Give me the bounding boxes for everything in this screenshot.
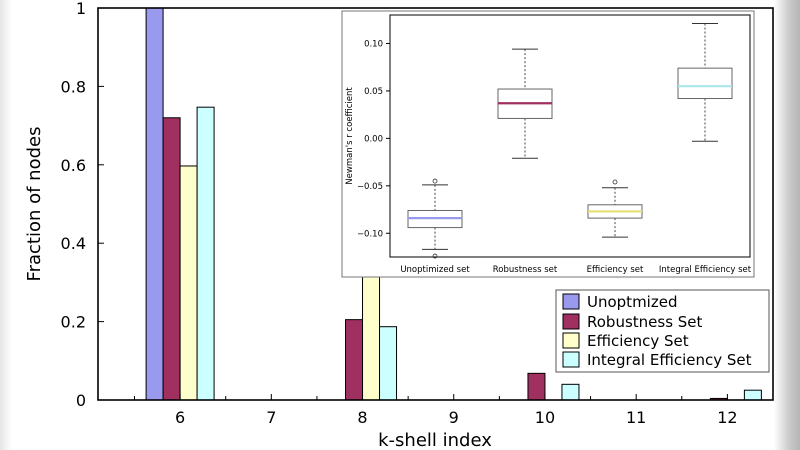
- box-unoptimized-set: [407, 178, 463, 259]
- inset-boxes: [407, 23, 733, 259]
- inset-chart: −0.10 −0.05 0.00 0.05 0.10 Unoptimized set Ro…: [341, 10, 755, 278]
- x-tick-label: 8: [357, 408, 367, 427]
- y-tick-label: 0.4: [61, 234, 86, 253]
- inset-x-tick-label: Robustness set: [493, 265, 558, 275]
- inset-y-tick-label: 0.05: [364, 87, 383, 97]
- main-plot-frame: [97, 7, 774, 401]
- inset-y-axis-label: Newman's r coefficient: [345, 87, 355, 185]
- x-tick-label: 7: [266, 408, 276, 427]
- inset-y-tick-label: −0.10: [357, 229, 383, 239]
- box-outlier: [432, 253, 438, 259]
- box-outlier: [432, 178, 438, 184]
- inset-y-tick-label: 0.00: [364, 134, 383, 144]
- box-iqr: [677, 67, 733, 100]
- bar-unoptmized-k6: [145, 7, 164, 401]
- box-integral-efficiency-set: [677, 23, 733, 142]
- inset-frame: [341, 10, 755, 278]
- legend-label-efficiency-set: Efficiency Set: [587, 332, 689, 350]
- main-bars: [145, 7, 762, 401]
- bar-robustness-set-k10: [527, 372, 546, 401]
- y-tick-label: 0.2: [61, 313, 86, 332]
- main-y-ticks: 0 0.2 0.4 0.6 0.8 1: [61, 0, 104, 410]
- x-tick-label: 11: [626, 408, 646, 427]
- bar-robustness-set-k8: [345, 319, 364, 401]
- legend-swatch-efficiency-set: [562, 332, 580, 349]
- bar-integral-efficiency-set-k8: [379, 326, 398, 401]
- bar-integral-efficiency-set-k10: [561, 383, 580, 401]
- box-robustness-set: [497, 48, 553, 159]
- y-tick-label: 1: [76, 0, 86, 18]
- box-outlier: [612, 179, 618, 185]
- inset-plot-area: [389, 14, 751, 258]
- bar-integral-efficiency-set-k12: [743, 389, 762, 401]
- main-x-ticks: 6 7 8 9 10 11 12: [133, 394, 738, 427]
- x-tick-label: 10: [535, 408, 555, 427]
- bar-robustness-set-k6: [162, 117, 181, 401]
- legend-label-integral-efficiency-set: Integral Efficiency Set: [587, 351, 752, 369]
- main-chart: 6 7 8 9 10 11 12 00.20.40.60.81 k-shell index …: [24, 0, 774, 450]
- legend-label-unoptmized: Unoptmized: [587, 293, 677, 311]
- x-tick-label: 6: [175, 408, 185, 427]
- inset-y-tick-label: −0.05: [357, 182, 383, 192]
- left-edge-shade: [0, 0, 12, 450]
- inset-y-ticks: −0.10 −0.05 0.00 0.05 0.10: [357, 39, 390, 239]
- inset-x-tick-label: Efficiency set: [587, 265, 644, 275]
- y-tick-label: 0.6: [61, 156, 86, 175]
- legend-swatch-robustness-set: [562, 313, 580, 330]
- inset-y-tick-label: 0.10: [364, 39, 383, 49]
- legend-swatch-unoptmized: [562, 293, 580, 310]
- x-tick-label: 9: [449, 408, 459, 427]
- x-axis-label: k-shell index: [378, 430, 492, 450]
- y-tick-label: 0: [76, 391, 86, 410]
- legend: Unoptmized Robustness Set Efficiency Set…: [555, 289, 770, 373]
- box-efficiency-set: [587, 179, 643, 238]
- legend-label-robustness-set: Robustness Set: [587, 313, 703, 331]
- inset-x-labels: Unoptimized set Robustness set Efficiency …: [400, 265, 751, 275]
- bar-integral-efficiency-set-k6: [196, 106, 215, 401]
- legend-frame: [555, 289, 770, 373]
- right-edge-shade: [774, 0, 800, 450]
- inset-x-tick-label: Integral Efficiency set: [659, 265, 752, 275]
- y-axis-label: Fraction of nodes: [24, 127, 45, 282]
- bar-efficiency-set-k6: [179, 165, 198, 401]
- legend-swatch-integral-efficiency-set: [562, 351, 580, 368]
- x-tick-label: 12: [717, 408, 737, 427]
- y-tick-label: 0.8: [61, 77, 86, 96]
- inset-x-tick-label: Unoptimized set: [400, 265, 470, 275]
